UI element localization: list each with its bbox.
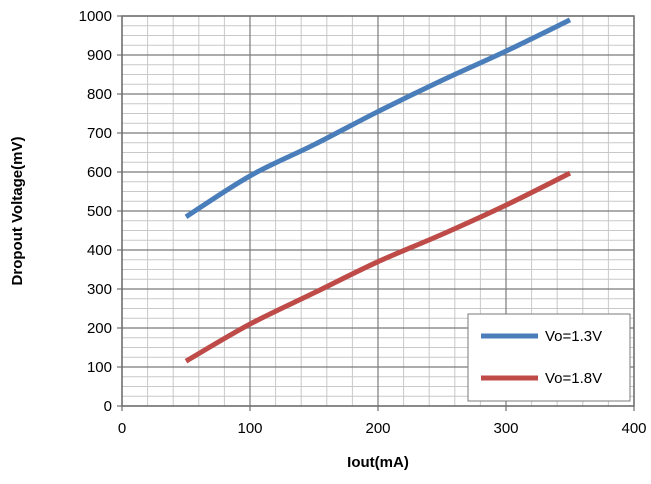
y-tick-label: 800: [87, 86, 112, 103]
x-axis-ticks: 0 100 200 300 400: [118, 406, 647, 437]
legend-label-2: Vo=1.8V: [545, 370, 602, 387]
legend: Vo=1.3V Vo=1.8V: [467, 313, 631, 402]
legend-box: [467, 313, 631, 402]
y-tick-label: 400: [87, 242, 112, 259]
y-tick-label: 900: [87, 47, 112, 64]
y-tick-label: 500: [87, 203, 112, 220]
x-tick-label: 0: [118, 420, 126, 437]
y-axis-ticks: 0 100 200 300 400 500 600 700 800 900 1000: [79, 8, 122, 415]
x-tick-label: 100: [237, 420, 262, 437]
y-axis-title: Dropout Voltage(mV): [9, 137, 26, 286]
x-tick-label: 200: [365, 420, 390, 437]
y-tick-label: 600: [87, 164, 112, 181]
x-tick-label: 300: [493, 420, 518, 437]
y-tick-label: 700: [87, 125, 112, 142]
legend-label-1: Vo=1.3V: [545, 328, 602, 345]
y-tick-label: 1000: [79, 8, 112, 25]
y-tick-label: 100: [87, 359, 112, 376]
y-tick-label: 0: [104, 398, 112, 415]
series-line-1: [184, 17, 572, 219]
y-tick-label: 300: [87, 281, 112, 298]
x-tick-label: 400: [621, 420, 646, 437]
x-axis-title: Iout(mA): [347, 454, 409, 471]
series-line-2: [184, 170, 572, 364]
y-tick-label: 200: [87, 320, 112, 337]
series-layer: [184, 17, 572, 364]
